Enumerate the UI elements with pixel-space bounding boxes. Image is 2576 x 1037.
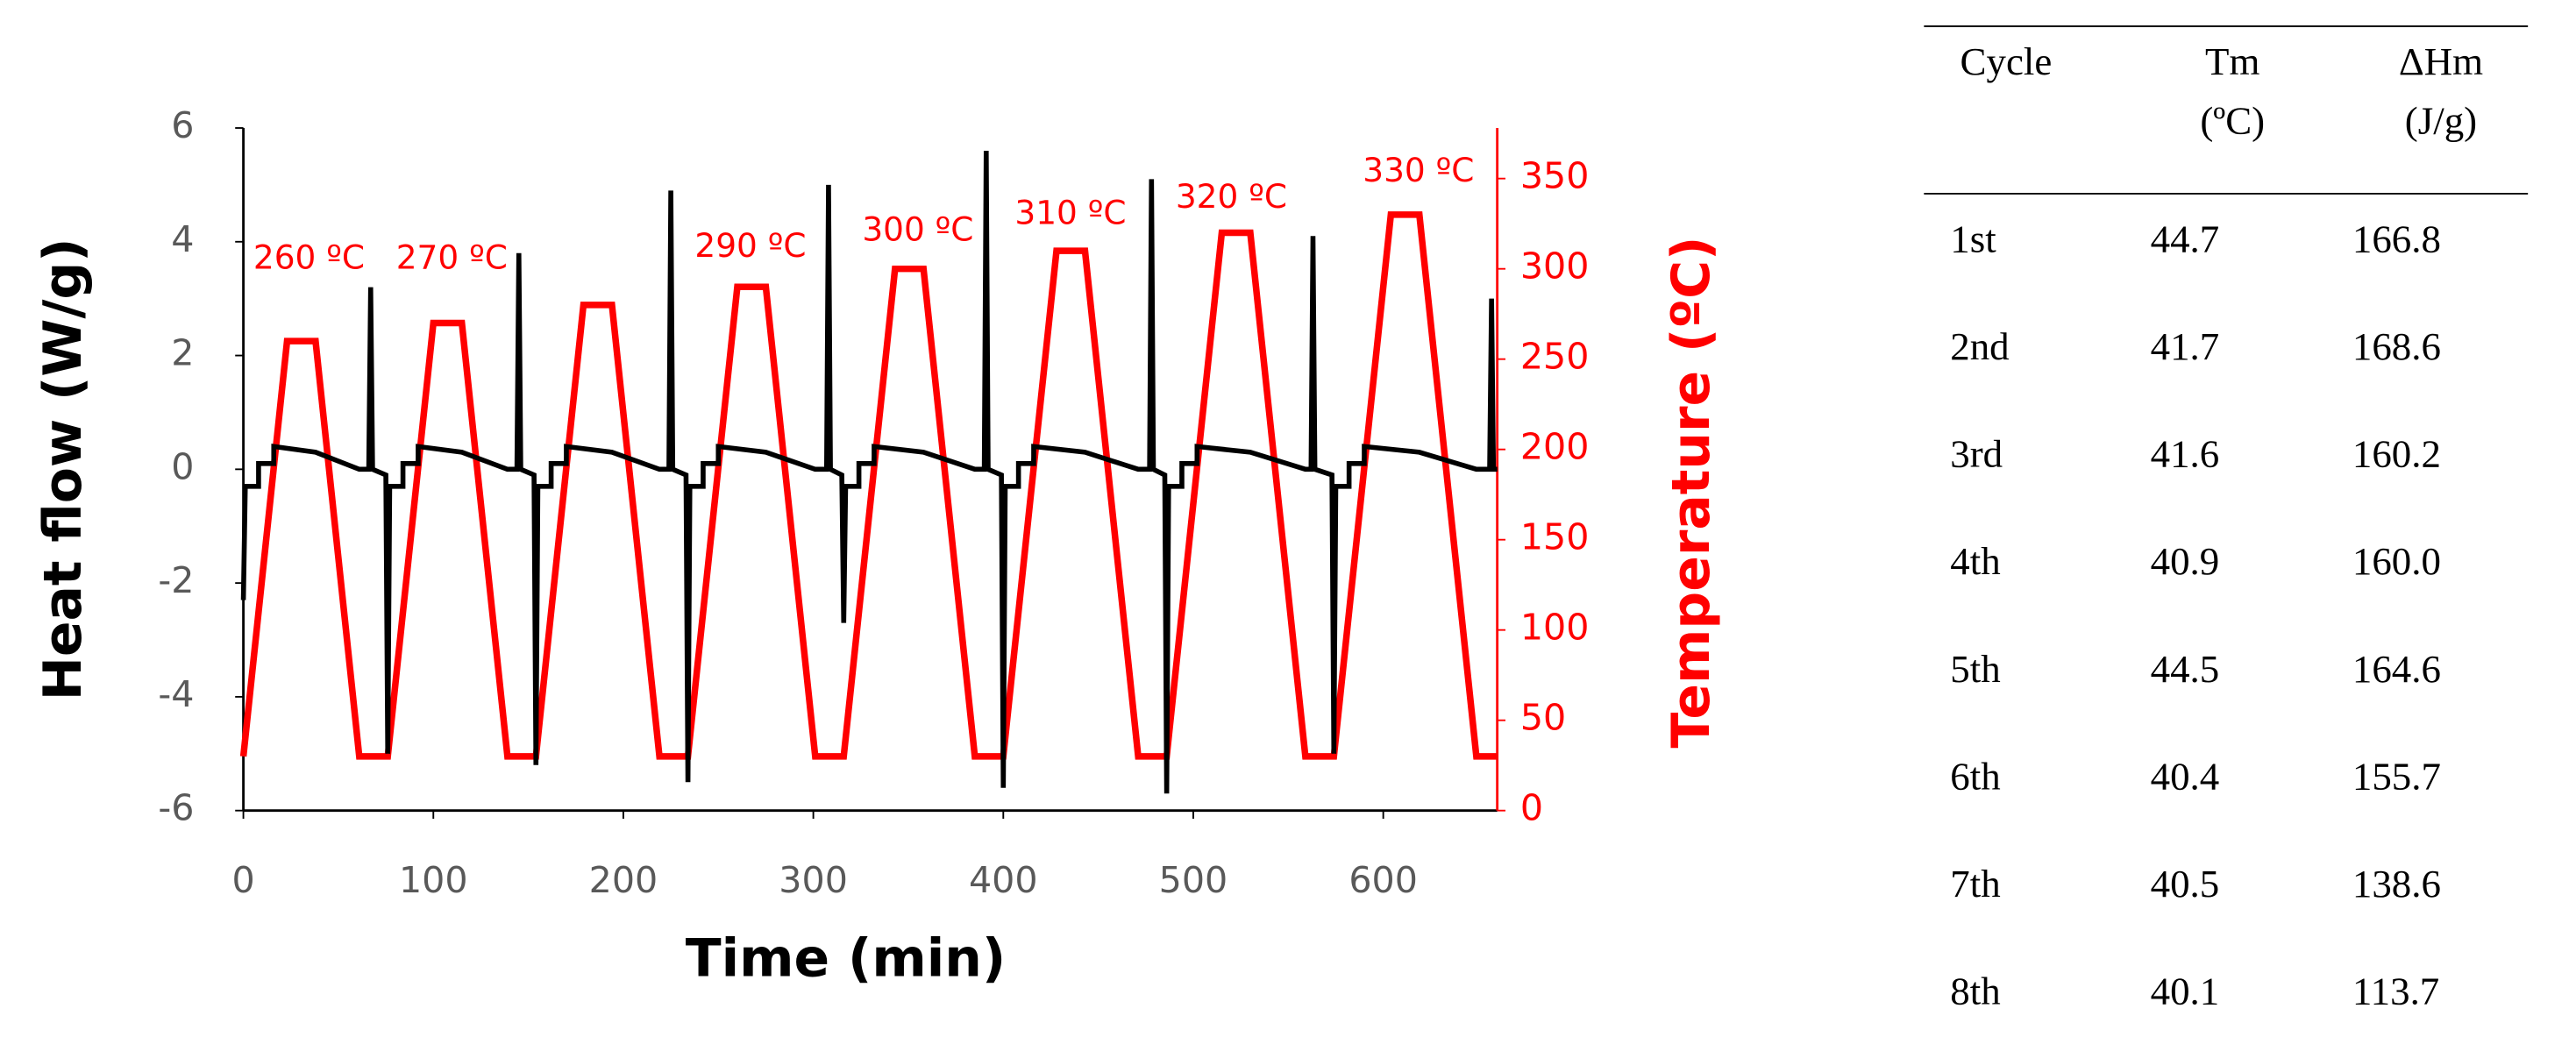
- table-header: (J/g): [2405, 99, 2477, 143]
- x-tick-label: 500: [1159, 859, 1228, 901]
- table-cell: 160.0: [2352, 539, 2441, 583]
- x-axis-label: Time (min): [686, 927, 1006, 989]
- y-tick-label: 4: [171, 218, 194, 260]
- table-cell: 4th: [1950, 539, 2000, 583]
- y-axis-label: Heat flow (W/g): [32, 238, 94, 700]
- table-header: Cycle: [1960, 39, 2053, 83]
- y-tick-label: 0: [171, 445, 194, 487]
- series-line: [239, 211, 1498, 760]
- y2-tick-label: 250: [1520, 336, 1590, 378]
- x-tick-label: 200: [589, 859, 658, 901]
- y2-tick-label: 100: [1520, 607, 1590, 649]
- y-tick-label: -4: [158, 673, 194, 715]
- table-cell: 138.6: [2352, 862, 2441, 906]
- y-tick-label: -6: [158, 787, 194, 829]
- x-tick-label: 100: [399, 859, 468, 901]
- annotation: 260 ºC: [253, 238, 365, 276]
- x-tick-label: 300: [779, 859, 848, 901]
- table-cell: 8th: [1950, 970, 2000, 1013]
- table-cell: 44.7: [2151, 217, 2220, 260]
- y-tick-label: -2: [158, 559, 194, 601]
- y2-tick-label: 300: [1520, 245, 1590, 288]
- table-cell: 41.6: [2151, 432, 2220, 476]
- annotation: 310 ºC: [1014, 194, 1126, 232]
- table-cell: 2nd: [1950, 324, 2009, 368]
- table-cell: 113.7: [2352, 970, 2439, 1013]
- series-line: [240, 150, 1498, 794]
- x-tick-label: 0: [231, 859, 254, 901]
- table-header: Tm: [2205, 39, 2259, 83]
- table-cell: 168.6: [2352, 324, 2441, 368]
- table-cell: 155.7: [2352, 754, 2441, 798]
- annotation: 320 ºC: [1176, 177, 1287, 216]
- y2-axis-label: Temperature (ºC): [1661, 237, 1722, 749]
- table-cell: 6th: [1950, 754, 2000, 798]
- annotation: 330 ºC: [1363, 151, 1474, 189]
- table-cell: 44.5: [2151, 647, 2220, 691]
- y-tick-label: 6: [171, 104, 194, 146]
- table-cell: 40.1: [2151, 970, 2220, 1013]
- table-cell: 7th: [1950, 862, 2000, 906]
- y2-tick-label: 350: [1520, 155, 1590, 197]
- y2-tick-label: 150: [1520, 516, 1590, 558]
- table-cell: 166.8: [2352, 217, 2441, 260]
- x-tick-label: 600: [1348, 859, 1418, 901]
- table-cell: 1st: [1950, 217, 1996, 260]
- table-cell: 40.9: [2151, 539, 2220, 583]
- x-tick-label: 400: [969, 859, 1038, 901]
- table-header: (ºC): [2200, 99, 2265, 143]
- table-cell: 5th: [1950, 647, 2000, 691]
- y2-tick-label: 200: [1520, 426, 1590, 468]
- table-cell: 41.7: [2151, 324, 2220, 368]
- annotation: 290 ºC: [694, 226, 806, 265]
- y2-tick-label: 0: [1520, 787, 1543, 829]
- table-header: ΔHm: [2399, 39, 2483, 83]
- table-cell: 160.2: [2352, 432, 2441, 476]
- table-cell: 3rd: [1950, 432, 2003, 476]
- table-cell: 40.4: [2151, 754, 2220, 798]
- y2-tick-label: 50: [1520, 697, 1566, 739]
- table-cell: 40.5: [2151, 862, 2220, 906]
- y-tick-label: 2: [171, 332, 194, 374]
- table-cell: 164.6: [2352, 647, 2441, 691]
- annotation: 300 ºC: [862, 210, 973, 248]
- annotation: 270 ºC: [396, 238, 508, 276]
